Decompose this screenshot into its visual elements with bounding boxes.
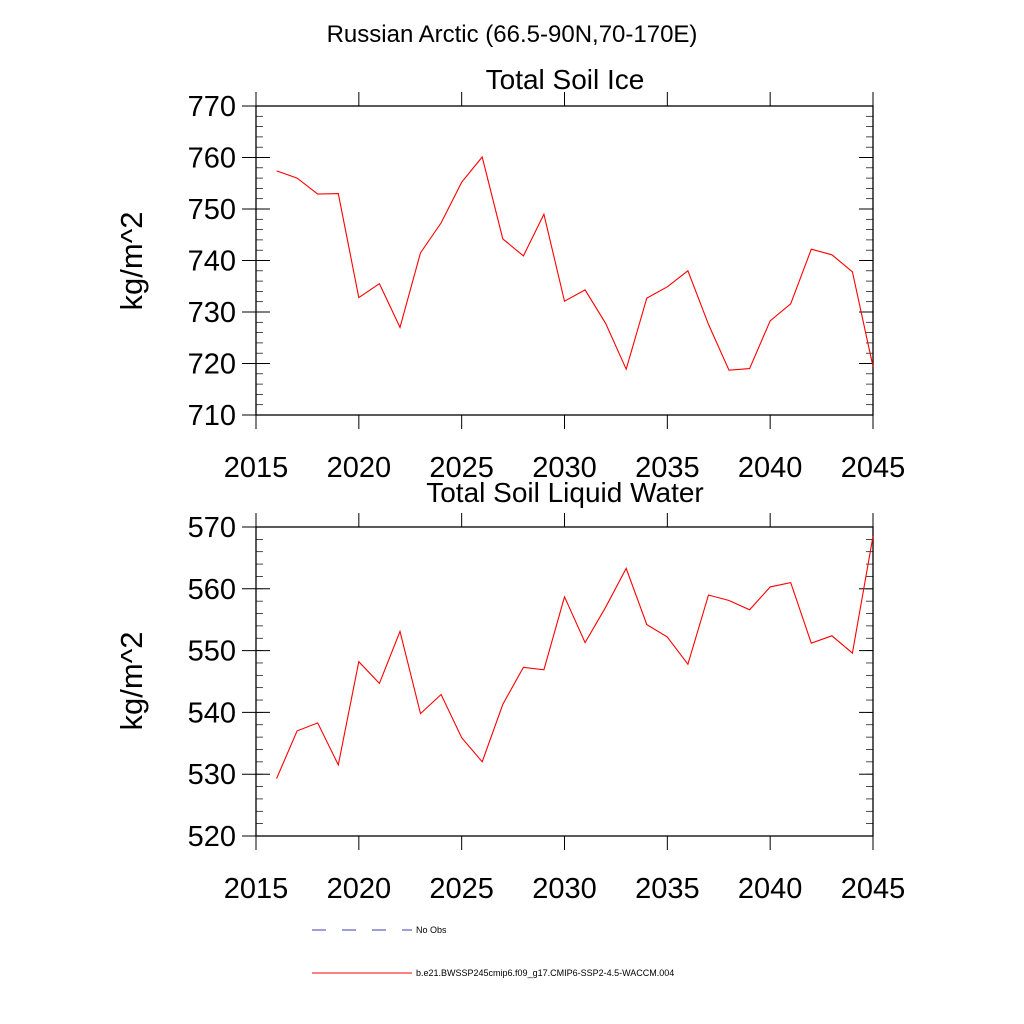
x-tick-label: 2035 [635, 873, 700, 905]
legend-no-obs-label: No Obs [416, 925, 447, 935]
x-tick-label: 2020 [327, 873, 392, 905]
y-axis-label: kg/m^2 [114, 212, 149, 311]
y-axis-label: kg/m^2 [114, 632, 149, 731]
y-tick-label: 740 [188, 246, 236, 278]
legend-model-label: b.e21.BWSSP245cmip6.f09_g17.CMIP6-SSP2-4… [416, 968, 674, 978]
y-tick-label: 730 [188, 297, 236, 329]
y-tick-label: 550 [188, 636, 236, 668]
panel-title: Total Soil Ice [486, 64, 645, 95]
x-tick-label: 2040 [738, 873, 803, 905]
x-tick-label: 2015 [224, 873, 289, 905]
series-line [276, 536, 874, 779]
y-tick-label: 520 [188, 821, 236, 853]
y-tick-label: 750 [188, 194, 236, 226]
y-tick-label: 760 [188, 143, 236, 175]
x-tick-label: 2045 [841, 873, 906, 905]
plot-frame [255, 526, 874, 837]
x-tick-label: 2015 [224, 452, 289, 484]
legend: No Obs b.e21.BWSSP245cmip6.f09_g17.CMIP6… [312, 925, 674, 978]
y-tick-label: 720 [188, 349, 236, 381]
x-tick-label: 2045 [841, 452, 906, 484]
panel-title: Total Soil Liquid Water [426, 477, 704, 508]
y-tick-label: 770 [188, 91, 236, 123]
series-line [276, 155, 874, 371]
panel-total-soil-liquid-water: Total Soil Liquid Water kg/m^2 520 530 540… [114, 477, 905, 905]
y-tick-label: 540 [188, 697, 236, 729]
x-tick-label: 2020 [327, 452, 392, 484]
y-tick-label: 560 [188, 574, 236, 606]
y-tick-label: 710 [188, 400, 236, 432]
y-tick-label: 530 [188, 759, 236, 791]
y-tick-label: 570 [188, 512, 236, 544]
x-tick-label: 2035 [635, 452, 700, 484]
x-tick-label: 2030 [532, 873, 597, 905]
x-tick-label: 2040 [738, 452, 803, 484]
panel-total-soil-ice: Total Soil Ice kg/m^2 710 720 730 740 750 760… [114, 64, 905, 484]
plot-frame [255, 105, 874, 416]
x-tick-label: 2025 [429, 873, 494, 905]
x-tick-label: 2025 [429, 452, 494, 484]
x-tick-label: 2030 [532, 452, 597, 484]
figure-title: Russian Arctic (66.5-90N,70-170E) [327, 21, 698, 48]
